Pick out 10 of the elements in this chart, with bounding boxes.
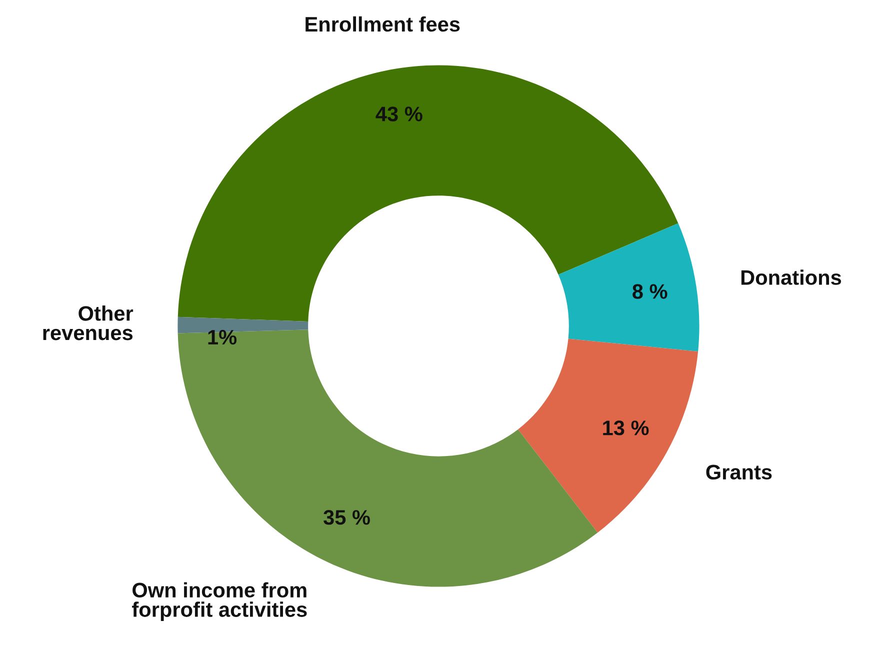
data-label: 43 % (376, 106, 422, 122)
data-label: 13 % (603, 420, 649, 436)
data-label: 1% (208, 330, 237, 345)
slice-label: Enrollment fees (306, 16, 460, 32)
data-label: 35 % (324, 510, 370, 525)
slice-label: Grants (706, 464, 772, 480)
data-label: 8 % (632, 284, 668, 299)
slice-label: Own income from forprofit activities (132, 582, 307, 622)
slice-label: Other revenues (43, 306, 134, 340)
slice-label: Donations (741, 270, 842, 285)
